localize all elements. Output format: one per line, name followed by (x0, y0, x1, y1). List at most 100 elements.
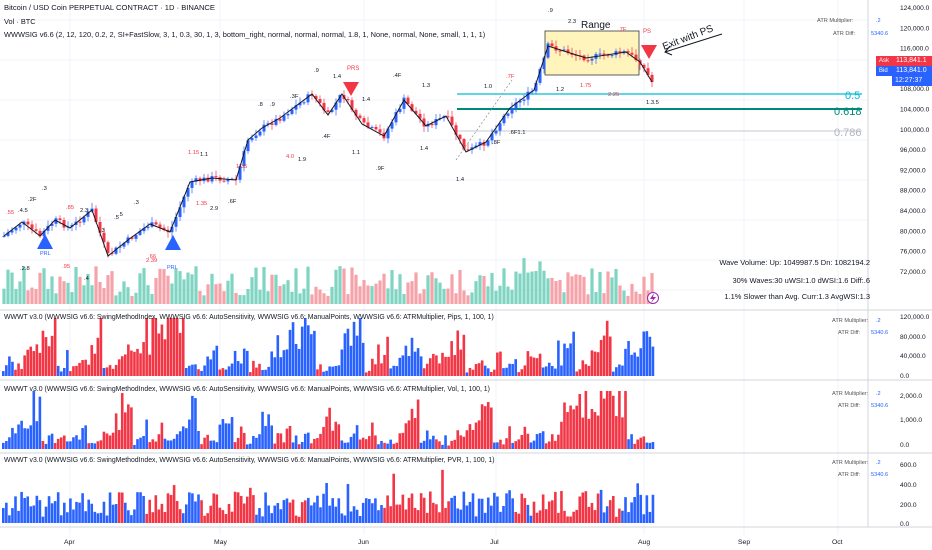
candle-body[interactable] (402, 97, 406, 109)
candle-body[interactable] (626, 51, 630, 53)
candle-body[interactable] (246, 140, 250, 152)
candle-body[interactable] (266, 123, 270, 125)
candle-body[interactable] (78, 221, 82, 223)
candle-body[interactable] (466, 149, 470, 151)
candle-body[interactable] (318, 99, 322, 103)
candle-body[interactable] (314, 95, 318, 100)
candle-body[interactable] (226, 179, 230, 182)
candle-body[interactable] (154, 222, 158, 225)
candle-body[interactable] (206, 177, 210, 182)
candle-body[interactable] (590, 58, 594, 61)
candle-body[interactable] (274, 118, 278, 125)
candle-body[interactable] (306, 94, 310, 103)
indicator-legend[interactable]: WWWSIG v6.6 (2, 12, 120, 0.2, 2, SI+Fast… (4, 30, 486, 39)
pvr-pane-title[interactable]: WWWT v3.0 (WWWSIG v6.6: SwingMethodIndex… (4, 457, 495, 464)
candle-body[interactable] (178, 207, 182, 217)
candle-body[interactable] (174, 216, 178, 227)
candle-body[interactable] (330, 109, 334, 113)
candle-body[interactable] (646, 68, 650, 75)
candle-body[interactable] (282, 115, 286, 121)
candle-body[interactable] (110, 253, 114, 255)
prl-up-triangle-2[interactable] (165, 235, 181, 250)
candle-body[interactable] (294, 105, 298, 110)
candle-body[interactable] (414, 110, 418, 114)
chart-title[interactable]: Bitcoin / USD Coin PERPETUAL CONTRACT · … (4, 3, 215, 12)
candle-body[interactable] (502, 115, 506, 124)
candle-body[interactable] (10, 230, 14, 233)
candle-body[interactable] (170, 226, 174, 233)
candle-body[interactable] (190, 181, 194, 188)
candle-body[interactable] (238, 166, 242, 180)
candle-body[interactable] (542, 57, 546, 70)
candle-body[interactable] (194, 178, 198, 182)
candle-body[interactable] (602, 53, 606, 56)
candle-body[interactable] (546, 43, 550, 58)
candle-body[interactable] (158, 224, 162, 228)
candle-body[interactable] (366, 122, 370, 128)
candle-body[interactable] (398, 108, 402, 113)
candle-body[interactable] (142, 228, 146, 232)
candle-body[interactable] (42, 230, 46, 237)
candle-body[interactable] (130, 237, 134, 239)
candle-body[interactable] (454, 125, 458, 135)
candle-body[interactable] (350, 100, 354, 110)
candle-body[interactable] (58, 218, 62, 220)
candle-body[interactable] (250, 137, 254, 141)
candle-body[interactable] (230, 178, 234, 180)
candle-body[interactable] (310, 94, 314, 96)
candle-body[interactable] (326, 110, 330, 113)
candle-body[interactable] (562, 49, 566, 51)
candle-body[interactable] (38, 230, 42, 237)
candle-body[interactable] (462, 139, 466, 150)
candle-body[interactable] (214, 176, 218, 178)
candle-body[interactable] (518, 100, 522, 103)
candle-body[interactable] (598, 53, 602, 55)
price-axis[interactable]: 124,000.0120,000.0116,000.0112,000.0108,… (900, 5, 930, 276)
candle-body[interactable] (50, 223, 54, 226)
candle-body[interactable] (494, 130, 498, 134)
time-axis[interactable]: Apr May Jun Jul Aug Sep Oct (64, 539, 843, 546)
candle-body[interactable] (526, 91, 530, 100)
candle-body[interactable] (642, 64, 646, 69)
candle-body[interactable] (122, 243, 126, 247)
exit-annotation[interactable]: Exit with PS (661, 23, 723, 56)
candle-body[interactable] (134, 234, 138, 239)
candle-body[interactable] (334, 102, 338, 110)
pane-separators[interactable] (0, 0, 932, 528)
candle-body[interactable] (322, 102, 326, 111)
lightning-icon[interactable] (647, 292, 659, 304)
candle-body[interactable] (374, 126, 378, 130)
candle-body[interactable] (498, 123, 502, 131)
candle-body[interactable] (458, 134, 462, 140)
candle-body[interactable] (650, 74, 654, 83)
candle-body[interactable] (182, 196, 186, 208)
candle-body[interactable] (474, 145, 478, 148)
candle-body[interactable] (386, 128, 390, 139)
prl-up-triangle-1[interactable] (37, 234, 53, 249)
candle-body[interactable] (222, 180, 226, 182)
candle-body[interactable] (534, 82, 538, 92)
candle-body[interactable] (506, 113, 510, 116)
candle-body[interactable] (6, 232, 10, 236)
candle-body[interactable] (138, 231, 142, 235)
candle-body[interactable] (34, 229, 38, 231)
candle-body[interactable] (446, 116, 450, 118)
candle-body[interactable] (298, 102, 302, 106)
candle-body[interactable] (26, 221, 30, 225)
candle-body[interactable] (86, 211, 90, 217)
candle-body[interactable] (390, 122, 394, 129)
candle-body[interactable] (118, 246, 122, 248)
candle-body[interactable] (254, 135, 258, 138)
candle-body[interactable] (258, 131, 262, 136)
candle-body[interactable] (94, 208, 98, 223)
candle-body[interactable] (370, 126, 374, 128)
candle-body[interactable] (478, 142, 482, 146)
candle-body[interactable] (2, 235, 6, 237)
candle-body[interactable] (102, 232, 106, 243)
prs-down-triangle[interactable] (343, 82, 359, 96)
candle-body[interactable] (482, 142, 486, 146)
candle-body[interactable] (210, 176, 214, 182)
candle-body[interactable] (630, 52, 634, 55)
candle-body[interactable] (270, 123, 274, 125)
